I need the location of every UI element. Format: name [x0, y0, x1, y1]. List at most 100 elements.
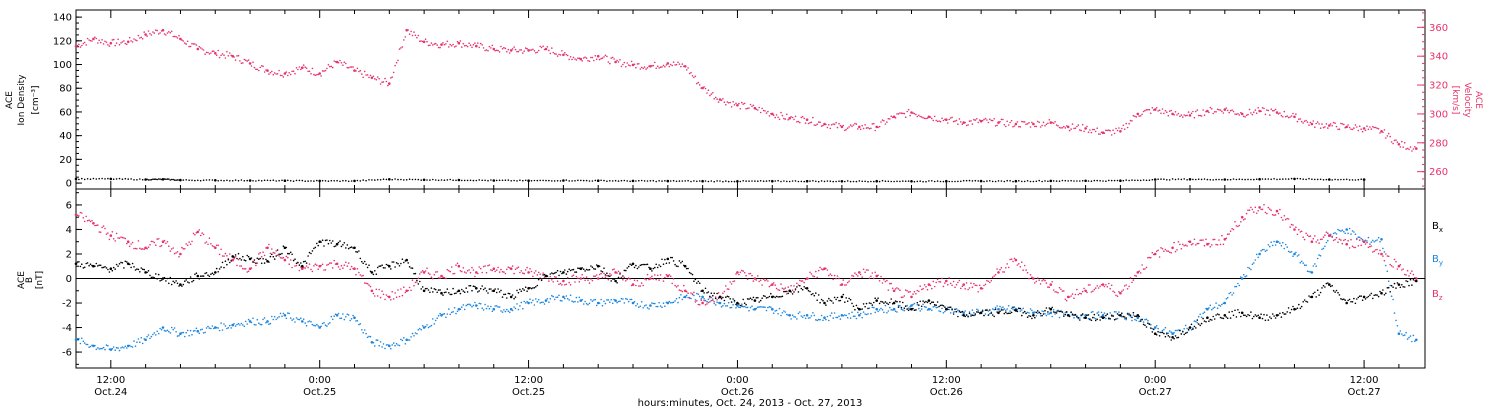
by-point	[799, 311, 801, 313]
by-point	[936, 306, 939, 309]
bz-point	[189, 243, 192, 245]
bz-point	[862, 268, 865, 271]
bx-point	[1312, 292, 1315, 295]
by-point	[1010, 307, 1013, 310]
velocity-point	[1180, 114, 1183, 116]
velocity-point	[468, 42, 470, 44]
density-point	[260, 180, 263, 182]
bx-point	[472, 285, 475, 288]
bx-point	[1109, 318, 1111, 320]
bx-point	[379, 265, 382, 267]
bx-point	[156, 278, 158, 280]
by-point	[407, 339, 410, 341]
density-point	[588, 180, 591, 182]
by-point	[949, 312, 952, 314]
density-point	[434, 179, 437, 181]
bx-point	[1090, 319, 1093, 322]
bx-point	[971, 314, 974, 317]
density-point	[730, 180, 733, 183]
density-point	[397, 178, 399, 181]
bz-point	[1343, 239, 1345, 242]
bx-point	[604, 274, 607, 276]
bz-point	[665, 273, 668, 276]
by-point	[1099, 316, 1101, 318]
velocity-point	[631, 63, 635, 67]
velocity-point	[1116, 129, 1119, 132]
bx-point	[1414, 277, 1416, 280]
bz-point	[536, 274, 539, 276]
top-right-tick-label: 300	[1429, 109, 1448, 120]
by-point	[999, 305, 1001, 308]
velocity-point	[1287, 116, 1290, 119]
velocity-point	[1393, 139, 1396, 142]
by-point	[339, 317, 341, 320]
bx-point	[955, 310, 958, 313]
bz-point	[1060, 288, 1062, 291]
by-point	[189, 329, 192, 332]
bz-point	[1360, 244, 1362, 247]
velocity-point	[655, 67, 657, 70]
bz-point	[780, 283, 782, 285]
bz-point	[578, 281, 581, 283]
by-point	[1212, 307, 1214, 310]
density-point	[658, 180, 660, 182]
bz-point	[1106, 286, 1109, 288]
by-point	[883, 311, 885, 314]
bz-point	[85, 215, 87, 218]
density-point	[208, 179, 211, 181]
bx-point	[952, 313, 955, 315]
bz-point	[874, 271, 876, 274]
velocity-point	[1094, 130, 1097, 133]
bx-point	[161, 277, 165, 280]
bx-point	[1341, 298, 1344, 301]
by-point	[298, 318, 301, 321]
bx-point	[295, 262, 298, 265]
by-point	[1221, 303, 1223, 306]
bx-point	[243, 259, 246, 261]
by-point	[758, 306, 760, 308]
velocity-point	[194, 43, 196, 45]
density-point	[710, 180, 713, 182]
velocity-point	[92, 37, 95, 41]
by-point	[1318, 254, 1320, 256]
bz-point	[965, 282, 968, 284]
density-point	[391, 178, 394, 181]
bx-point	[395, 262, 398, 264]
bz-point	[269, 252, 272, 255]
bx-point	[1182, 330, 1184, 333]
bz-point	[749, 272, 752, 275]
velocity-point	[544, 47, 548, 51]
bx-point	[658, 264, 660, 266]
velocity-point	[282, 76, 285, 78]
bz-point	[1362, 240, 1366, 243]
velocity-point	[775, 114, 778, 116]
bx-point	[1125, 317, 1127, 319]
bz-point	[713, 300, 715, 303]
density-point	[246, 179, 248, 182]
density-point	[1253, 178, 1255, 181]
bz-point	[631, 283, 635, 286]
bz-point	[509, 267, 513, 271]
density-point	[666, 179, 670, 183]
velocity-point	[1354, 124, 1357, 126]
by-point	[720, 306, 723, 308]
bz-point	[1240, 215, 1244, 219]
velocity-point	[535, 52, 537, 54]
bz-point	[1316, 239, 1319, 241]
by-point	[987, 310, 990, 312]
velocity-point	[497, 49, 499, 52]
by-point	[732, 304, 734, 306]
density-point	[669, 180, 672, 182]
bx-point	[163, 276, 166, 279]
bz-point	[661, 277, 663, 280]
bx-point	[864, 305, 866, 308]
density-point	[382, 178, 385, 180]
by-point	[696, 292, 698, 295]
by-point	[1164, 326, 1167, 329]
by-point	[1390, 295, 1393, 298]
bz-point	[437, 277, 440, 279]
bz-point	[912, 293, 914, 295]
velocity-point	[1151, 107, 1154, 109]
density-point	[693, 180, 695, 182]
bz-point	[1302, 236, 1304, 238]
